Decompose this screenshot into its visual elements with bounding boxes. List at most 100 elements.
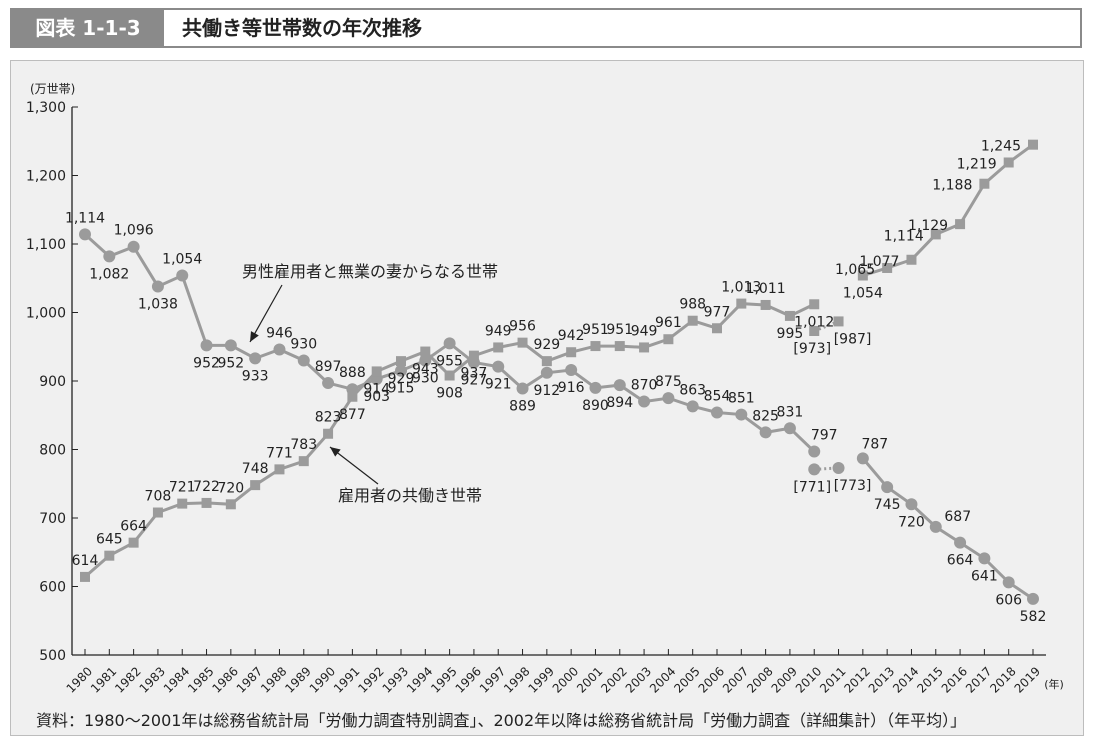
data-label: 748 xyxy=(242,461,269,477)
data-label: 912 xyxy=(533,383,560,399)
data-point xyxy=(152,507,163,518)
data-label: 897 xyxy=(315,359,342,375)
data-label: 1,065 xyxy=(835,262,875,278)
x-tick-label: 1986 xyxy=(209,664,240,695)
data-label: 1,114 xyxy=(884,228,924,244)
data-point xyxy=(686,400,699,413)
data-point xyxy=(955,219,966,230)
x-tick-label: 1998 xyxy=(501,664,532,695)
x-tick-label: 2006 xyxy=(696,664,727,695)
y-tick-label: 1,100 xyxy=(26,237,66,253)
data-label: 614 xyxy=(72,553,99,569)
data-point xyxy=(419,354,432,367)
x-tick-label: 2018 xyxy=(987,664,1018,695)
y-tick-label: 1,000 xyxy=(26,306,66,322)
data-point xyxy=(687,315,698,326)
data-point xyxy=(322,377,335,390)
data-point xyxy=(249,352,262,365)
data-label: 823 xyxy=(315,410,342,426)
x-tick-label: 1997 xyxy=(477,664,508,695)
data-label: 787 xyxy=(861,436,888,452)
data-point xyxy=(930,229,941,240)
x-tick-label: 1991 xyxy=(331,664,362,695)
data-label: 937 xyxy=(461,366,488,382)
x-tick-label: 1984 xyxy=(161,664,192,695)
data-label: 949 xyxy=(631,323,658,339)
data-label: 956 xyxy=(509,319,536,335)
data-label: 951 xyxy=(582,322,609,338)
data-label: 863 xyxy=(679,382,706,398)
x-tick-label: 2010 xyxy=(793,664,824,695)
data-point xyxy=(954,536,967,549)
data-label: 1,129 xyxy=(908,218,948,234)
data-point xyxy=(274,464,285,475)
data-point xyxy=(297,354,310,367)
data-label: 908 xyxy=(436,386,463,402)
data-label: 952 xyxy=(217,355,244,371)
x-tick-label: 2008 xyxy=(744,664,775,695)
data-label: 797 xyxy=(811,428,838,444)
data-point xyxy=(151,280,164,293)
data-point xyxy=(856,452,869,465)
source-note: 資料：1980〜2001年は総務省統計局「労働力調査特別調査」、2002年以降は… xyxy=(36,711,967,730)
y-axis-label: (万世帯) xyxy=(30,82,75,96)
data-label: 951 xyxy=(606,322,633,338)
y-tick-label: 1,200 xyxy=(26,169,66,185)
data-point xyxy=(127,240,140,253)
x-tick-label: 1985 xyxy=(185,664,216,695)
data-point xyxy=(200,339,213,352)
data-point xyxy=(857,270,868,281)
x-tick-label: 1988 xyxy=(258,664,289,695)
data-label: 645 xyxy=(96,532,123,548)
x-tick-label: 2011 xyxy=(817,664,848,695)
data-label: 929 xyxy=(388,371,415,387)
x-tick-label: 2001 xyxy=(574,664,605,695)
x-tick-label: 2000 xyxy=(550,664,581,695)
data-point xyxy=(1027,592,1039,605)
data-label: 988 xyxy=(679,297,706,313)
data-label: 664 xyxy=(120,519,147,535)
x-tick-label: 2015 xyxy=(914,664,945,695)
x-tick-label: 1989 xyxy=(282,664,313,695)
data-label: 894 xyxy=(606,395,633,411)
x-axis-label: (年) xyxy=(1044,677,1064,691)
x-tick-label: 2003 xyxy=(623,664,654,695)
data-point xyxy=(492,360,505,373)
data-label: 641 xyxy=(971,568,998,584)
x-tick-label: 2007 xyxy=(720,664,751,695)
data-point xyxy=(832,461,845,474)
data-label: 1,012 xyxy=(794,314,834,330)
data-label: 854 xyxy=(704,389,731,405)
data-label: 1,013 xyxy=(721,280,761,296)
data-label-bracketed: [773] xyxy=(834,478,872,494)
x-tick-label: 1995 xyxy=(428,664,459,695)
data-label: 914 xyxy=(363,381,390,397)
data-point xyxy=(809,299,820,310)
data-label: 877 xyxy=(339,407,366,423)
data-label: 961 xyxy=(655,315,682,331)
data-point xyxy=(1002,576,1015,589)
x-tick-label: 2009 xyxy=(769,664,800,695)
data-point xyxy=(590,341,601,352)
x-tick-label: 1982 xyxy=(112,664,143,695)
figure-header: 図表 1-1-3 共働き等世帯数の年次推移 xyxy=(10,8,1082,48)
data-label: 825 xyxy=(752,408,779,424)
data-label: 870 xyxy=(631,378,658,394)
data-label: 930 xyxy=(290,336,317,352)
data-label: 977 xyxy=(704,304,731,320)
chart-panel xyxy=(10,60,1084,736)
data-point xyxy=(881,481,894,494)
data-label: 915 xyxy=(388,381,415,397)
data-point xyxy=(443,337,456,350)
data-label: 606 xyxy=(995,592,1022,608)
x-tick-label: 1990 xyxy=(307,664,338,695)
data-point xyxy=(711,406,723,419)
data-point xyxy=(906,254,917,265)
x-tick-label: 1983 xyxy=(137,664,168,695)
data-point xyxy=(225,499,236,510)
data-label: 1,038 xyxy=(138,296,178,312)
data-point xyxy=(882,262,893,273)
x-tick-label: 1999 xyxy=(525,664,556,695)
x-tick-label: 1996 xyxy=(453,664,484,695)
